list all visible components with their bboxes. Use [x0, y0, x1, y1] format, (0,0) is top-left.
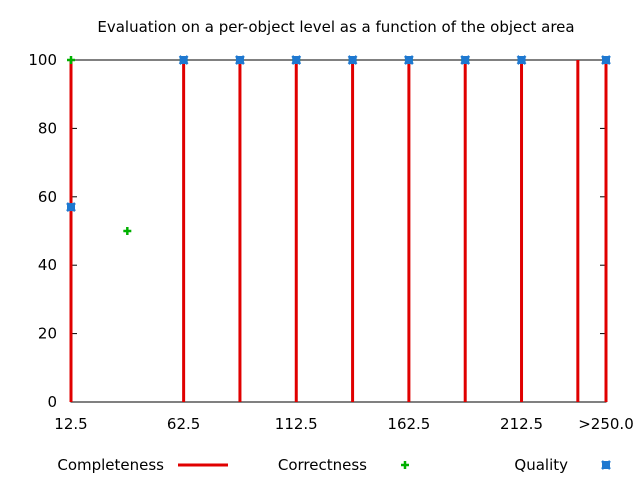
- x-tick-label: >250.0: [578, 415, 634, 433]
- x-tick-label: 212.5: [500, 415, 543, 433]
- quality-point: [347, 55, 358, 65]
- legend-label: Completeness: [57, 456, 164, 474]
- quality-point: [516, 55, 527, 65]
- quality-point: [178, 55, 189, 65]
- series-quality: [66, 55, 611, 212]
- ticks: 0 20 40 60 80 100 12.5 62.5 112.5 162.5 212.5 >250.…: [28, 51, 633, 433]
- y-tick-label: 100: [28, 51, 57, 69]
- legend-sample: [401, 461, 409, 469]
- legend: Completeness Correctness Quality: [57, 456, 611, 474]
- x-tick-label: 112.5: [275, 415, 318, 433]
- y-tick-label: 20: [38, 325, 57, 343]
- x-tick-label: 12.5: [54, 415, 87, 433]
- y-tick-label: 60: [38, 188, 57, 206]
- quality-point: [601, 55, 611, 65]
- quality-point: [66, 202, 76, 212]
- correctness-point: [67, 56, 75, 64]
- plot-marks: [66, 55, 611, 402]
- x-tick-label: 162.5: [387, 415, 430, 433]
- y-tick-label: 80: [38, 119, 57, 137]
- series-completeness: [69, 60, 608, 402]
- y-tick-label: 0: [47, 393, 57, 411]
- legend-label: Quality: [514, 456, 568, 474]
- correctness-point: [123, 227, 132, 235]
- x-tick-label: 62.5: [167, 415, 200, 433]
- legend-entry-correctness: Correctness: [278, 456, 409, 474]
- legend-sample: [601, 460, 611, 470]
- legend-label: Correctness: [278, 456, 367, 474]
- quality-point: [404, 55, 414, 65]
- y-tick-label: 40: [38, 256, 57, 274]
- quality-point: [235, 55, 245, 65]
- quality-point: [460, 55, 471, 65]
- series-correctness: [67, 56, 610, 235]
- plot-border: [70, 59, 607, 403]
- quality-point: [291, 55, 302, 65]
- legend-entry-quality: Quality: [514, 456, 611, 474]
- chart-title: Evaluation on a per-object level as a fu…: [97, 18, 574, 36]
- legend-entry-completeness: Completeness: [57, 456, 228, 474]
- axes: [70, 59, 607, 403]
